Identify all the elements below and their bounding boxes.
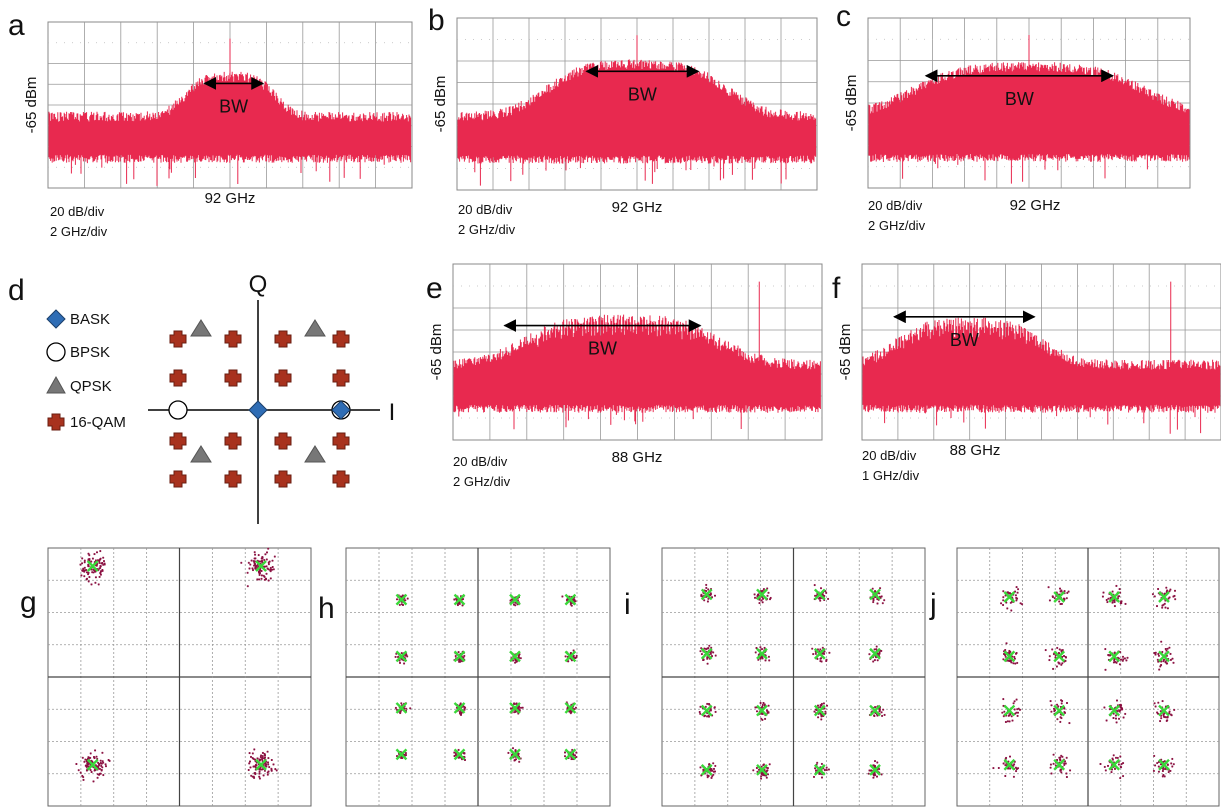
scale-label: 20 dB/div <box>50 204 105 219</box>
scale-label: 1 GHz/div <box>862 468 920 483</box>
scale-label: 20 dB/div <box>453 454 508 469</box>
qam-point <box>170 370 186 386</box>
modulation-diagram: d Q I BASK BPSK QPSK 16-QAM <box>8 271 395 524</box>
constellation-panel: g <box>20 548 311 806</box>
qam-point <box>225 370 241 386</box>
qam-point <box>170 331 186 347</box>
scale-label: 2 GHz/div <box>458 222 516 237</box>
bpsk-point <box>169 401 187 419</box>
y-axis-label: -65 dBm <box>837 324 854 381</box>
spectrum-panel: e BW -65 dBm 88 GHz 20 dB/div 2 GHz/div <box>426 264 822 489</box>
qam-point <box>225 471 241 487</box>
qam-point <box>333 433 349 449</box>
legend-symbol <box>47 343 65 361</box>
center-frequency: 88 GHz <box>950 442 1001 459</box>
scale-label: 2 GHz/div <box>868 218 926 233</box>
figure: d Q I BASK BPSK QPSK 16-QAM a BW -65 dBm 92… <box>0 0 1221 807</box>
spectrum-panel: c BW -65 dBm 92 GHz 20 dB/div 2 GHz/div <box>836 0 1190 233</box>
i-label: I <box>389 399 396 426</box>
qam-point <box>333 370 349 386</box>
legend-label: 16-QAM <box>70 414 126 431</box>
qam-point <box>275 471 291 487</box>
panel-label: e <box>426 272 443 305</box>
constellation-panel: j <box>929 548 1219 806</box>
panel-label: i <box>624 588 631 621</box>
panel-label: a <box>8 9 25 42</box>
y-axis-label: -65 dBm <box>843 75 860 132</box>
qam-point <box>333 471 349 487</box>
center-frequency: 92 GHz <box>205 190 256 207</box>
bandwidth-label: BW <box>588 339 617 359</box>
panel-label: d <box>8 274 25 307</box>
legend-symbol <box>47 377 65 393</box>
panel-label: c <box>836 0 851 33</box>
qpsk-point <box>305 320 325 336</box>
panel-label: f <box>832 272 841 305</box>
legend-label: BASK <box>70 311 110 328</box>
q-label: Q <box>249 271 268 298</box>
legend-symbol <box>47 310 65 328</box>
center-frequency: 88 GHz <box>612 449 663 466</box>
qam-point <box>225 331 241 347</box>
y-axis-label: -65 dBm <box>432 76 449 133</box>
center-frequency: 92 GHz <box>612 199 663 216</box>
scale-label: 2 GHz/div <box>453 474 511 489</box>
y-axis-label: -65 dBm <box>23 77 40 134</box>
bandwidth-label: BW <box>1005 89 1034 109</box>
qpsk-point <box>305 446 325 462</box>
bandwidth-label: BW <box>950 330 979 350</box>
bandwidth-label: BW <box>628 84 657 104</box>
qpsk-point <box>191 320 211 336</box>
scale-label: 20 dB/div <box>458 202 513 217</box>
spectrum-panel: a BW -65 dBm 92 GHz 20 dB/div 2 GHz/div <box>8 9 412 239</box>
qam-point <box>225 433 241 449</box>
scale-label: 20 dB/div <box>862 448 917 463</box>
center-frequency: 92 GHz <box>1010 197 1061 214</box>
spectrum-panel: b BW -65 dBm 92 GHz 20 dB/div 2 GHz/div <box>428 4 817 237</box>
panel-label: g <box>20 586 37 619</box>
qam-point <box>275 370 291 386</box>
qam-point <box>170 433 186 449</box>
constellation-panel: h <box>318 548 610 806</box>
constellation-panel: i <box>624 548 925 806</box>
qpsk-point <box>191 446 211 462</box>
scale-label: 20 dB/div <box>868 198 923 213</box>
spectrum-panel: f BW -65 dBm 88 GHz 20 dB/div 1 GHz/div <box>832 264 1221 483</box>
qam-point <box>170 471 186 487</box>
y-axis-label: -65 dBm <box>428 324 445 381</box>
panel-label: h <box>318 592 335 625</box>
legend-label: QPSK <box>70 378 112 395</box>
panel-label: j <box>929 588 937 621</box>
scale-label: 2 GHz/div <box>50 224 108 239</box>
bandwidth-label: BW <box>219 96 248 116</box>
panel-label: b <box>428 4 445 37</box>
qam-point <box>333 331 349 347</box>
legend-label: BPSK <box>70 344 110 361</box>
qam-point <box>275 331 291 347</box>
legend-symbol <box>48 414 64 430</box>
qam-point <box>275 433 291 449</box>
bask-point <box>249 401 267 419</box>
